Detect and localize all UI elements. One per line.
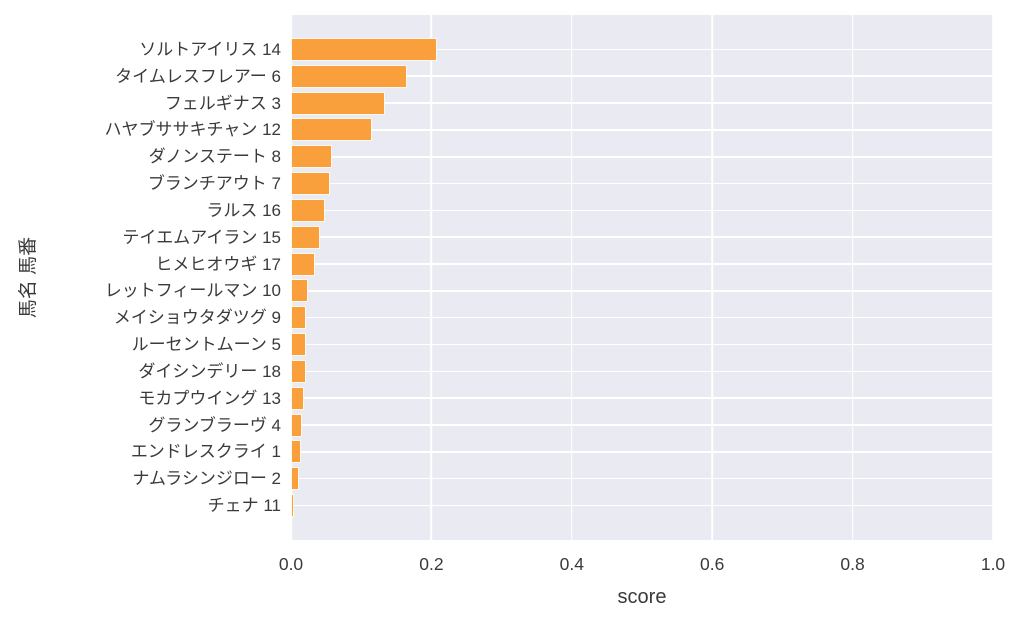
bar-track	[291, 492, 993, 519]
bars-region: ソルトアイリス 14 タイムレスフレアー 6 フェルギナス 3 ハヤブササキチャン 1…	[0, 15, 993, 540]
bar-track	[291, 358, 993, 385]
bar	[291, 279, 308, 303]
chart-row: ブランチアウト 7	[0, 170, 993, 197]
category-label: フェルギナス 3	[164, 93, 281, 113]
bar-track	[291, 412, 993, 439]
chart-row: ダイシンデリー 18	[0, 358, 993, 385]
chart-row: モカプウイング 13	[0, 385, 993, 412]
chart-row: メイショウタダツグ 9	[0, 304, 993, 331]
bar-track	[291, 465, 993, 492]
bar	[291, 333, 307, 357]
category-label: モカプウイング 13	[138, 388, 281, 408]
bar	[291, 118, 372, 142]
bar-track	[291, 385, 993, 412]
x-axis-ticks: 0.0 0.2 0.4 0.6 0.8 1.0	[279, 554, 1005, 578]
vertical-gridline	[290, 15, 292, 540]
bar-track	[291, 224, 993, 251]
x-tick-label: 0.8	[840, 554, 865, 574]
chart-row: タイムレスフレアー 6	[0, 63, 993, 90]
bar-track	[291, 143, 993, 170]
chart-row: ヒメヒオウギ 17	[0, 251, 993, 278]
vertical-gridline	[851, 15, 854, 540]
vertical-gridline	[711, 15, 713, 540]
chart-row: ダノンステート 8	[0, 143, 993, 170]
x-tick-label: 0.6	[700, 554, 725, 574]
bar	[291, 493, 294, 517]
chart-row: テイエムアイラン 15	[0, 224, 993, 251]
bar-track	[291, 170, 993, 197]
x-tick-label: 0.0	[278, 554, 304, 574]
chart-row: ハヤブササキチャン 12	[0, 116, 993, 143]
category-label: ラルス 16	[206, 200, 281, 220]
bar-track	[291, 116, 993, 143]
chart-row: レットフィールマン 10	[0, 277, 993, 304]
category-label: ナムラシンジロー 2	[132, 469, 281, 489]
bar-track	[291, 277, 993, 304]
vertical-gridline	[992, 15, 994, 540]
bar	[291, 172, 331, 196]
bar	[291, 386, 305, 410]
bar	[291, 198, 325, 222]
bar	[291, 467, 300, 491]
bar-track	[291, 63, 993, 90]
bar	[291, 252, 316, 276]
vertical-gridline	[430, 15, 433, 540]
category-label: ブランチアウト 7	[147, 174, 281, 194]
chart-row: エンドレスクライ 1	[0, 438, 993, 465]
vertical-gridline	[571, 15, 573, 540]
bar-track	[291, 36, 993, 63]
x-tick-label: 1.0	[980, 554, 1006, 574]
bar	[291, 37, 437, 61]
category-label: メイショウタダツグ 9	[113, 308, 281, 328]
category-label: レットフィールマン 10	[104, 281, 281, 301]
category-label: ハヤブササキチャン 12	[104, 120, 281, 140]
bar-track	[291, 438, 993, 465]
chart-row: フェルギナス 3	[0, 90, 993, 117]
category-label: テイエムアイラン 15	[122, 227, 281, 247]
chart-row: ソルトアイリス 14	[0, 36, 993, 63]
bar-track	[291, 90, 993, 117]
bar	[291, 359, 307, 383]
bar	[291, 64, 407, 88]
bar-track	[291, 304, 993, 331]
bar	[291, 413, 303, 437]
category-label: ダイシンデリー 18	[138, 361, 281, 381]
chart-row: チェナ 11	[0, 492, 993, 519]
bar-track	[291, 331, 993, 358]
bar-track	[291, 197, 993, 224]
category-label: タイムレスフレアー 6	[115, 66, 281, 86]
x-tick-label: 0.2	[419, 554, 444, 574]
category-label: グランブラーヴ 4	[148, 415, 281, 435]
category-label: チェナ 11	[207, 495, 281, 515]
chart-row: ルーセントムーン 5	[0, 331, 993, 358]
bar	[291, 225, 321, 249]
category-label: ルーセントムーン 5	[131, 335, 281, 355]
category-label: ヒメヒオウギ 17	[155, 254, 281, 274]
chart-row: ナムラシンジロー 2	[0, 465, 993, 492]
bar-track	[291, 251, 993, 278]
bar	[291, 440, 301, 464]
chart-row: グランブラーヴ 4	[0, 412, 993, 439]
category-label: ソルトアイリス 14	[139, 39, 281, 59]
bar	[291, 306, 307, 330]
bar	[291, 145, 332, 169]
x-tick-label: 0.4	[559, 554, 584, 574]
category-label: ダノンステート 8	[148, 147, 281, 167]
x-axis-title: score	[617, 586, 667, 608]
category-label: エンドレスクライ 1	[130, 442, 281, 462]
bar	[291, 91, 385, 115]
chart-row: ラルス 16	[0, 197, 993, 224]
